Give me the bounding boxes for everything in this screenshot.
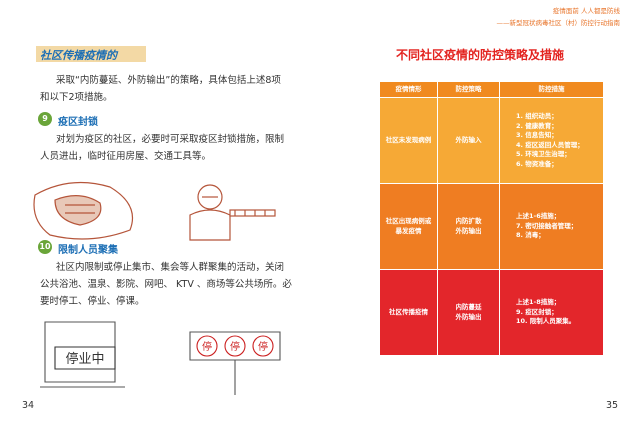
table-cell: 内防扩散 外防输出 — [438, 184, 499, 269]
cell-line: 7. 密切接触者管理； — [516, 221, 578, 230]
paragraph-line: 要时停工、停业、停课。 — [40, 296, 145, 307]
table-cell: 上述1-6措施； 7. 密切接触者管理； 8. 消毒； — [500, 184, 603, 269]
cell-line: 4. 疫区返回人员管理； — [516, 140, 584, 149]
paragraph-line: 和以下2项措施。 — [40, 92, 113, 103]
heading: 社区传播疫情的 — [40, 49, 117, 62]
section-title: 疫区封锁 — [58, 117, 98, 128]
table-cell: 社区出现病例或 暴发疫情 — [380, 184, 437, 269]
cell-line: 2. 健康教育； — [516, 121, 558, 130]
illustration-closure: 停业中 停 停 停 — [40, 321, 281, 395]
column-header: 防控措施 — [500, 82, 603, 97]
cell-line: 6. 物资准备； — [516, 159, 558, 168]
cell-line: 外防输入 — [455, 135, 482, 144]
paragraph-line: 采取“内防蔓延、外防输出”的策略，具体包括上述8项 — [56, 75, 281, 86]
cell-line: 内防蔓延 — [455, 303, 482, 311]
cell-line: 外防输出 — [455, 312, 482, 321]
light-text: 停 — [230, 340, 240, 353]
cell-line: 上述1-8措施； — [516, 298, 561, 307]
cell-line: 3. 信息告知； — [516, 131, 558, 139]
paragraph-line: 人员进出，临时征用房屋、交通工具等。 — [40, 151, 212, 162]
header-line1: 疫情面前 人人都是防线 — [552, 7, 620, 15]
illustration-lockdown — [33, 181, 276, 241]
table-cell: 内防蔓延 外防输出 — [438, 270, 499, 355]
cell-line: 外防输出 — [455, 226, 482, 235]
header-line2: ——新型冠状病毒社区（村）防控行动指南 — [496, 19, 621, 27]
strategy-table: 疫情情形 防控策略 防控措施社区未发现病例 外防输入 1. 组织动员； 2. 健康教育； 3… — [380, 82, 604, 356]
table-title: 不同社区疫情的防控策略及措施 — [395, 48, 564, 62]
section-number: 10 — [38, 240, 52, 254]
cell-line: 社区传播疫情 — [389, 307, 428, 316]
paragraph-line: 对划为疫区的社区，必要时可采取疫区封锁措施，限制 — [56, 134, 285, 145]
page-number: 34 — [22, 400, 35, 411]
page-number: 35 — [606, 400, 619, 411]
table-cell: 上述1-8措施； 9. 疫区封锁； 10. 限制人员聚集。 — [500, 270, 603, 355]
cell-line: 1. 组织动员； — [516, 112, 558, 120]
table-cell: 外防输入 — [438, 98, 499, 183]
cell-line: 内防扩散 — [455, 217, 482, 225]
cell-line: 社区出现病例或 — [385, 217, 432, 225]
cell-line: 暴发疫情 — [395, 226, 422, 235]
cell-line: 5. 环境卫生治理； — [516, 150, 571, 158]
cell-line: 9. 疫区封锁； — [516, 307, 558, 316]
light-text: 停 — [202, 340, 212, 353]
table-cell: 1. 组织动员； 2. 健康教育； 3. 信息告知； 4. 疫区返回人员管理； 5. 环… — [500, 98, 603, 183]
light-text: 停 — [258, 340, 268, 353]
table-cell: 社区传播疫情 — [380, 270, 437, 355]
cell-line: 8. 消毒； — [516, 231, 545, 240]
cell-line: 10. 限制人员聚集。 — [516, 317, 576, 326]
sign-text: 停业中 — [65, 351, 104, 367]
section-number: 9 — [38, 112, 52, 126]
column-header: 疫情情形 — [380, 82, 437, 97]
paragraph-line: 社区内限制或停止集市、集会等人群聚集的活动，关闭 — [56, 262, 285, 273]
heading-bg — [36, 46, 146, 62]
column-header: 防控策略 — [438, 82, 499, 97]
paragraph-line: 公共浴池、温泉、影院、网吧、 KTV 、商场等公共场所。必 — [40, 279, 292, 290]
cell-line: 上述1-6措施； — [516, 212, 561, 221]
table-cell: 社区未发现病例 — [380, 98, 437, 183]
section-title: 限制人员聚集 — [58, 245, 118, 256]
cell-line: 社区未发现病例 — [385, 135, 432, 144]
